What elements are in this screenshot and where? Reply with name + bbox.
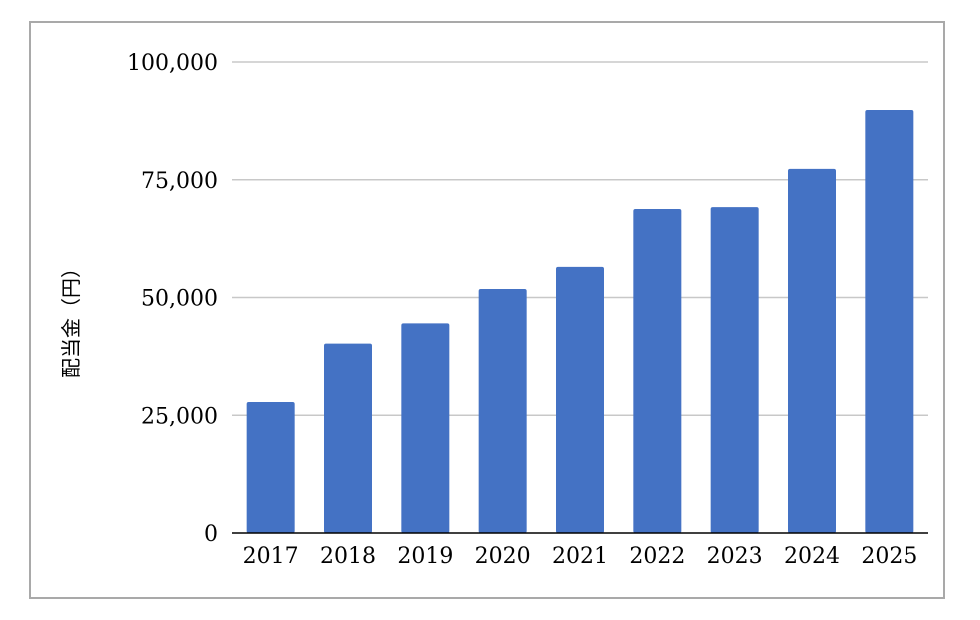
bar-2022 bbox=[633, 208, 682, 533]
x-tick-label: 2021 bbox=[552, 544, 608, 569]
bars bbox=[246, 110, 914, 534]
x-tick-labels: 2017 2018 2019 2020 2021 2022 2023 2024 2025 bbox=[243, 544, 918, 569]
bar-2020 bbox=[478, 289, 527, 533]
bar-2024 bbox=[788, 168, 836, 534]
y-tick-labels: 0 25,000 50,000 75,000 100,000 bbox=[127, 51, 218, 547]
x-tick-label: 2019 bbox=[397, 544, 453, 569]
x-tick-label: 2022 bbox=[629, 544, 685, 569]
x-tick-label: 2025 bbox=[861, 544, 917, 569]
bar-2018 bbox=[324, 343, 372, 533]
bar-2017 bbox=[246, 402, 295, 533]
x-tick-label: 2023 bbox=[707, 544, 763, 569]
x-tick-label: 2018 bbox=[320, 544, 376, 569]
y-axis-title: 配当金（円） bbox=[59, 258, 83, 378]
y-tick-label: 0 bbox=[204, 522, 218, 547]
x-tick-label: 2020 bbox=[475, 544, 531, 569]
bar-2023 bbox=[710, 207, 759, 533]
y-tick-label: 50,000 bbox=[141, 287, 218, 312]
bar-2025 bbox=[865, 110, 914, 534]
bar-2019 bbox=[401, 323, 450, 533]
y-tick-label: 25,000 bbox=[141, 404, 218, 429]
x-tick-label: 2017 bbox=[243, 544, 299, 569]
y-tick-label: 100,000 bbox=[127, 51, 218, 76]
x-tick-label: 2024 bbox=[784, 544, 840, 569]
bar-2021 bbox=[556, 266, 604, 533]
y-tick-label: 75,000 bbox=[141, 169, 218, 194]
